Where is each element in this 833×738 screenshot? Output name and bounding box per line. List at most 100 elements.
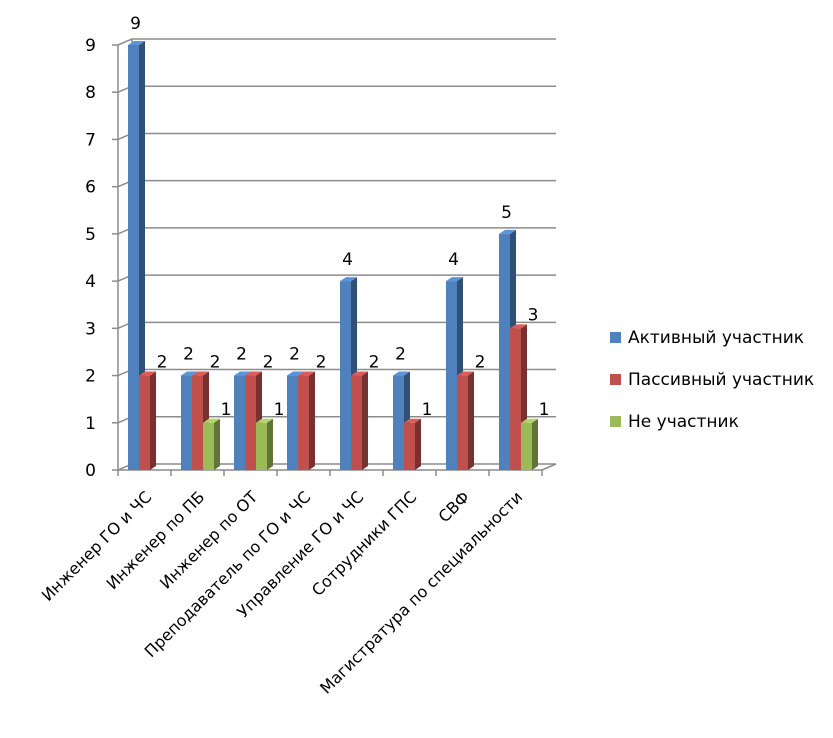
bar [256,418,273,470]
bar-front [499,233,510,470]
legend-swatch [610,416,621,427]
data-label: 4 [342,250,353,270]
category-label: Инженер по ПБ [103,487,209,593]
bar-front [404,422,415,470]
bar-top [181,371,198,376]
bar-front [351,375,362,470]
bar-top [499,229,516,234]
bar [298,371,315,470]
category-label: Сотрудники ГПС [308,487,420,599]
y-tick-label: 8 [85,83,96,103]
y-tick-label: 6 [85,178,96,198]
bar-top [139,371,156,376]
bar-front [203,422,214,470]
legend-swatch [610,374,621,385]
bar-side [532,418,538,470]
data-label: 2 [475,353,486,373]
y-axis-ticks: 0 1 2 3 4 5 6 7 8 9 [85,36,96,481]
data-label: 1 [539,400,550,420]
bar [351,371,368,470]
bar-side [468,371,474,470]
bar-front [521,422,532,470]
y-tick-label: 4 [85,272,96,292]
bar-top [245,371,262,376]
bar [404,418,421,470]
bar-front [457,375,468,470]
bar-front [340,281,351,470]
bar-top [457,371,474,376]
y-tick-label: 3 [85,319,96,339]
data-label: 2 [210,353,221,373]
bar-top [446,277,463,282]
bar-top [192,371,209,376]
y-tick-label: 2 [85,367,96,387]
gridline-depth [117,38,133,46]
bar-front [245,375,256,470]
data-label: 1 [274,400,285,420]
data-label: 2 [157,353,168,373]
bar-top [351,371,368,376]
bar-front [192,375,203,470]
bar-side [267,418,273,470]
bar-front [393,375,404,470]
bar-top [510,324,527,329]
data-label: 1 [422,400,433,420]
bar-top [340,277,357,282]
data-label: 2 [395,345,406,365]
bar [139,371,156,470]
bar-top [203,418,220,423]
y-tick-label: 7 [85,130,96,150]
legend: Активный участник Пассивный участник Не уч… [610,328,814,432]
data-label: 2 [369,353,380,373]
bar [521,418,538,470]
bar [203,418,220,470]
data-label: 9 [130,14,141,34]
data-label: 5 [501,203,512,223]
bar-front [234,375,245,470]
bar-side [139,41,145,470]
legend-label: Не участник [628,412,739,432]
bar-top [256,418,273,423]
y-tick-label: 5 [85,225,96,245]
bar-top [393,371,410,376]
bar-top [521,418,538,423]
bar-front [510,328,521,470]
bar-front [139,375,150,470]
bar-top [298,371,315,376]
data-label: 1 [221,400,232,420]
legend-label: Пассивный участник [628,370,814,390]
bar-side [415,418,421,470]
axes [112,44,557,476]
bar-top [404,418,421,423]
bar-front [287,375,298,470]
data-label: 2 [263,353,274,373]
bars [128,41,538,470]
bar-side [150,371,156,470]
data-label: 4 [448,250,459,270]
legend-swatch [610,332,621,343]
bar-front [128,45,139,470]
data-label: 2 [236,345,247,365]
bar [128,41,145,470]
y-tick-label: 9 [85,36,96,56]
bar-top [287,371,304,376]
category-label: СВФ [434,487,473,526]
bar-top [234,371,251,376]
legend-label: Активный участник [628,328,804,348]
bar-side [309,371,315,470]
floor-edge [541,463,557,471]
data-label: 2 [183,345,194,365]
bar [457,371,474,470]
data-label: 2 [289,345,300,365]
data-label: 3 [528,305,539,325]
bar-front [446,281,457,470]
data-label: 2 [316,353,327,373]
bar-top [128,41,145,45]
bar-front [298,375,309,470]
y-tick-label: 0 [85,461,96,481]
bar-front [256,422,267,470]
bar-side [214,418,220,470]
